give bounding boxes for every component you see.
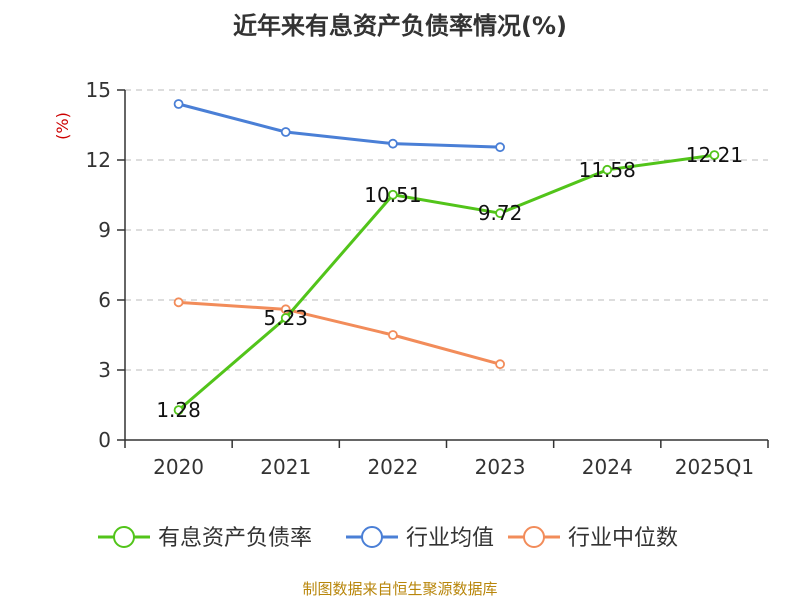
- legend-label: 行业均值: [406, 526, 494, 551]
- source-note: 制图数据来自恒生聚源数据库: [302, 580, 497, 598]
- data-point-2-3: [495, 359, 505, 370]
- y-axis-label: (%): [53, 112, 72, 140]
- data-point-1-3: [495, 142, 505, 153]
- y-tick-label: 6: [98, 288, 111, 312]
- data-point-1-2: [388, 138, 398, 149]
- data-point-0-0: [173, 405, 184, 416]
- legend-swatch-marker: [113, 526, 135, 548]
- x-tick-label: 2021: [260, 455, 311, 479]
- legend-item-1[interactable]: 行业均值: [346, 526, 494, 551]
- y-tick-label: 0: [98, 428, 111, 452]
- data-label: 11.58: [579, 158, 636, 182]
- y-tick-label: 9: [98, 218, 111, 242]
- y-tick-label: 3: [98, 358, 111, 382]
- data-point-0-1: [280, 313, 291, 323]
- data-point-0-2: [388, 189, 398, 200]
- x-tick-label: 2020: [153, 455, 204, 479]
- data-point-0-3: [495, 208, 505, 219]
- legend: 有息资产负债率 行业均值 行业中位数: [98, 526, 678, 551]
- data-point-2-2: [388, 330, 398, 340]
- legend-item-2[interactable]: 行业中位数: [508, 526, 678, 551]
- data-label: 5.23: [263, 306, 308, 330]
- x-tick-label: 2025Q1: [675, 455, 754, 479]
- legend-swatch-marker: [361, 526, 383, 548]
- series-line-2: [178, 300, 501, 366]
- x-tick-label: 2024: [582, 455, 633, 479]
- grid-layer: [125, 89, 768, 371]
- legend-label: 有息资产负债率: [158, 526, 312, 551]
- data-label: 12.21: [686, 143, 743, 167]
- chart-title: 近年来有息资产负债率情况(%): [233, 12, 567, 40]
- data-label: 10.51: [364, 183, 421, 207]
- series-layer: [173, 99, 720, 416]
- data-point-1-0: [173, 99, 184, 109]
- data-label: 1.28: [156, 398, 201, 422]
- x-tick-label: 2023: [475, 455, 526, 479]
- legend-label: 行业中位数: [568, 526, 678, 551]
- x-tick-label: 2022: [367, 455, 418, 479]
- data-point-0-5: [709, 150, 720, 161]
- axis-layer: 0 3 6 9 12 15 2020 2021 2022 2023 2024 2025Q1: [86, 78, 769, 479]
- data-label: 9.72: [478, 201, 523, 225]
- series-line-0: [177, 153, 715, 412]
- data-point-0-4: [602, 164, 613, 175]
- data-label-layer: 1.28 5.23 10.51 9.72 11.58 12.21: [156, 143, 743, 422]
- data-point-1-1: [280, 127, 291, 137]
- data-point-2-0: [173, 297, 184, 308]
- legend-swatch-marker: [523, 526, 545, 548]
- y-tick-label: 15: [86, 78, 111, 102]
- legend-item-0[interactable]: 有息资产负债率: [98, 526, 312, 551]
- y-tick-label: 12: [86, 148, 111, 172]
- series-line-1: [178, 102, 501, 149]
